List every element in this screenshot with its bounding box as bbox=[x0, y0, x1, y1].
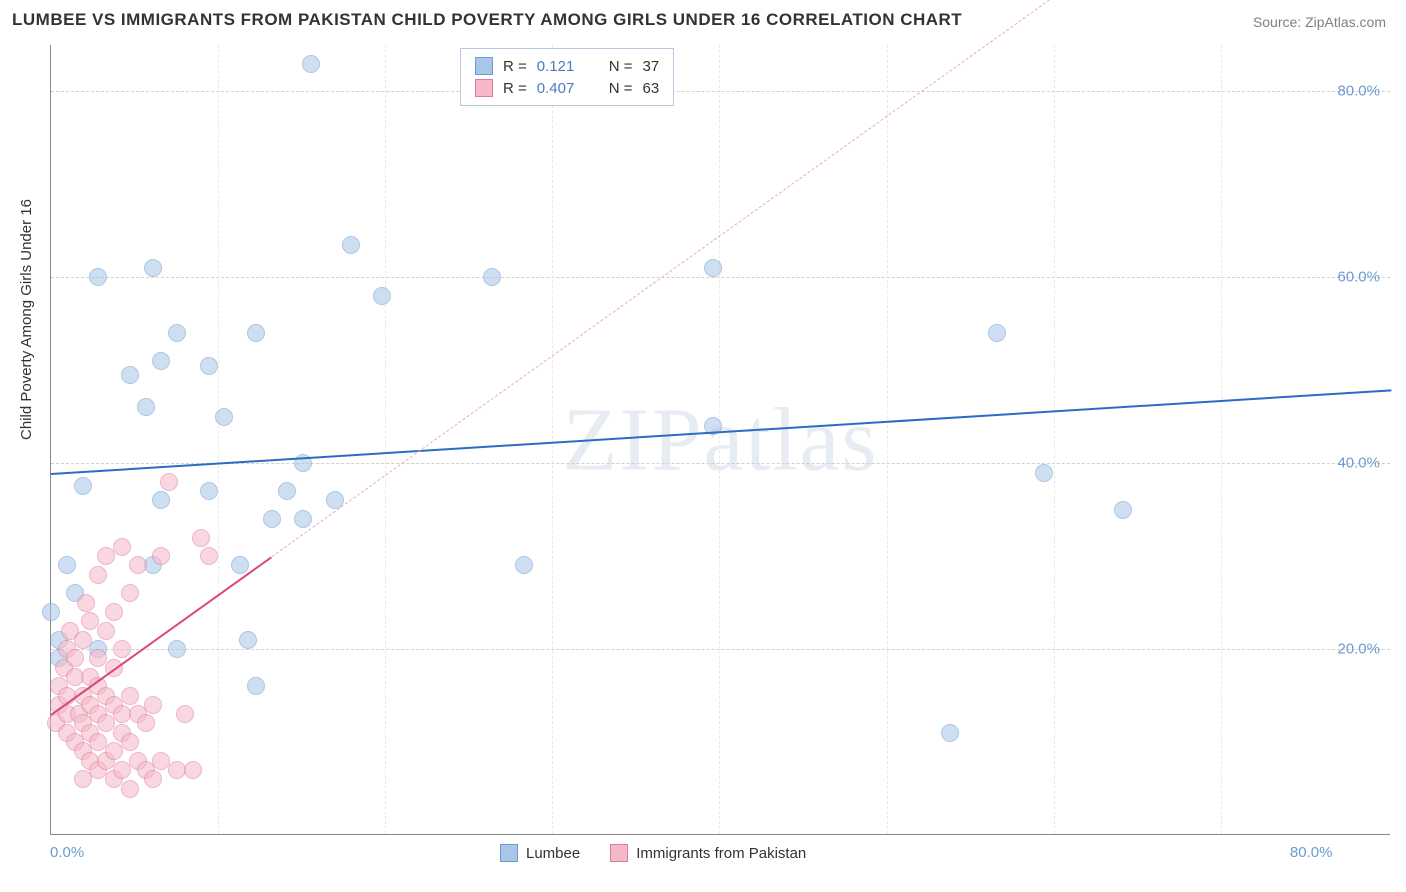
scatter-point bbox=[200, 547, 218, 565]
scatter-point bbox=[113, 640, 131, 658]
scatter-point bbox=[192, 529, 210, 547]
scatter-point bbox=[152, 547, 170, 565]
legend-swatch bbox=[500, 844, 518, 862]
scatter-point bbox=[144, 696, 162, 714]
scatter-point bbox=[247, 324, 265, 342]
legend-swatch bbox=[475, 57, 493, 75]
r-label: R = bbox=[503, 80, 527, 97]
scatter-point bbox=[704, 259, 722, 277]
scatter-point bbox=[74, 477, 92, 495]
chart-plot-area: ZIPatlas 20.0%40.0%60.0%80.0% bbox=[50, 45, 1390, 835]
scatter-point bbox=[144, 259, 162, 277]
y-tick-label: 60.0% bbox=[1337, 269, 1380, 286]
y-tick-label: 80.0% bbox=[1337, 83, 1380, 100]
scatter-point bbox=[1114, 501, 1132, 519]
gridline-vertical bbox=[1054, 45, 1055, 834]
scatter-point bbox=[66, 649, 84, 667]
legend-swatch bbox=[610, 844, 628, 862]
scatter-point bbox=[239, 631, 257, 649]
scatter-point bbox=[247, 677, 265, 695]
scatter-point bbox=[113, 538, 131, 556]
scatter-point bbox=[97, 622, 115, 640]
scatter-point bbox=[152, 352, 170, 370]
scatter-point bbox=[89, 268, 107, 286]
gridline-horizontal bbox=[51, 91, 1390, 92]
scatter-point bbox=[200, 357, 218, 375]
scatter-point bbox=[137, 398, 155, 416]
gridline-horizontal bbox=[51, 463, 1390, 464]
scatter-point bbox=[176, 705, 194, 723]
series-legend: Lumbee Immigrants from Pakistan bbox=[500, 844, 806, 862]
scatter-point bbox=[168, 324, 186, 342]
n-label: N = bbox=[609, 58, 633, 75]
n-value: 37 bbox=[643, 58, 660, 75]
series-legend-label: Lumbee bbox=[526, 845, 580, 862]
scatter-point bbox=[137, 714, 155, 732]
scatter-point bbox=[278, 482, 296, 500]
scatter-point bbox=[42, 603, 60, 621]
series-legend-item: Lumbee bbox=[500, 844, 580, 862]
legend-swatch bbox=[475, 79, 493, 97]
scatter-point bbox=[1035, 464, 1053, 482]
scatter-point bbox=[152, 491, 170, 509]
correlation-legend-row: R = 0.121 N = 37 bbox=[475, 55, 659, 77]
scatter-point bbox=[74, 631, 92, 649]
scatter-point bbox=[294, 510, 312, 528]
scatter-point bbox=[215, 408, 233, 426]
scatter-point bbox=[58, 556, 76, 574]
y-tick-label: 20.0% bbox=[1337, 641, 1380, 658]
scatter-point bbox=[160, 473, 178, 491]
scatter-point bbox=[129, 556, 147, 574]
gridline-vertical bbox=[552, 45, 553, 834]
scatter-point bbox=[184, 761, 202, 779]
gridline-vertical bbox=[1221, 45, 1222, 834]
scatter-point bbox=[89, 566, 107, 584]
gridline-vertical bbox=[218, 45, 219, 834]
r-value: 0.121 bbox=[537, 58, 589, 75]
x-tick-label: 80.0% bbox=[1290, 844, 1333, 861]
r-label: R = bbox=[503, 58, 527, 75]
scatter-point bbox=[941, 724, 959, 742]
scatter-point bbox=[515, 556, 533, 574]
scatter-point bbox=[144, 770, 162, 788]
gridline-vertical bbox=[887, 45, 888, 834]
scatter-point bbox=[121, 366, 139, 384]
chart-title: LUMBEE VS IMMIGRANTS FROM PAKISTAN CHILD… bbox=[12, 10, 962, 30]
header: LUMBEE VS IMMIGRANTS FROM PAKISTAN CHILD… bbox=[0, 0, 1406, 38]
scatter-point bbox=[105, 603, 123, 621]
series-legend-item: Immigrants from Pakistan bbox=[610, 844, 806, 862]
correlation-legend: R = 0.121 N = 37 R = 0.407 N = 63 bbox=[460, 48, 674, 106]
correlation-legend-row: R = 0.407 N = 63 bbox=[475, 77, 659, 99]
n-label: N = bbox=[609, 80, 633, 97]
scatter-point bbox=[200, 482, 218, 500]
scatter-point bbox=[302, 55, 320, 73]
x-tick-label: 0.0% bbox=[50, 844, 84, 861]
scatter-point bbox=[77, 594, 95, 612]
scatter-point bbox=[988, 324, 1006, 342]
scatter-point bbox=[168, 640, 186, 658]
source-label: Source: ZipAtlas.com bbox=[1253, 14, 1386, 30]
scatter-point bbox=[121, 780, 139, 798]
gridline-horizontal bbox=[51, 277, 1390, 278]
gridline-vertical bbox=[385, 45, 386, 834]
scatter-point bbox=[121, 687, 139, 705]
scatter-point bbox=[342, 236, 360, 254]
scatter-point bbox=[231, 556, 249, 574]
scatter-point bbox=[121, 733, 139, 751]
n-value: 63 bbox=[643, 80, 660, 97]
y-tick-label: 40.0% bbox=[1337, 455, 1380, 472]
r-value: 0.407 bbox=[537, 80, 589, 97]
scatter-point bbox=[121, 584, 139, 602]
trend-line bbox=[51, 389, 1391, 475]
y-axis-label: Child Poverty Among Girls Under 16 bbox=[18, 199, 35, 440]
gridline-vertical bbox=[719, 45, 720, 834]
trend-line-extrapolated bbox=[271, 0, 1154, 557]
series-legend-label: Immigrants from Pakistan bbox=[636, 845, 806, 862]
gridline-horizontal bbox=[51, 649, 1390, 650]
scatter-point bbox=[483, 268, 501, 286]
scatter-point bbox=[373, 287, 391, 305]
scatter-point bbox=[263, 510, 281, 528]
